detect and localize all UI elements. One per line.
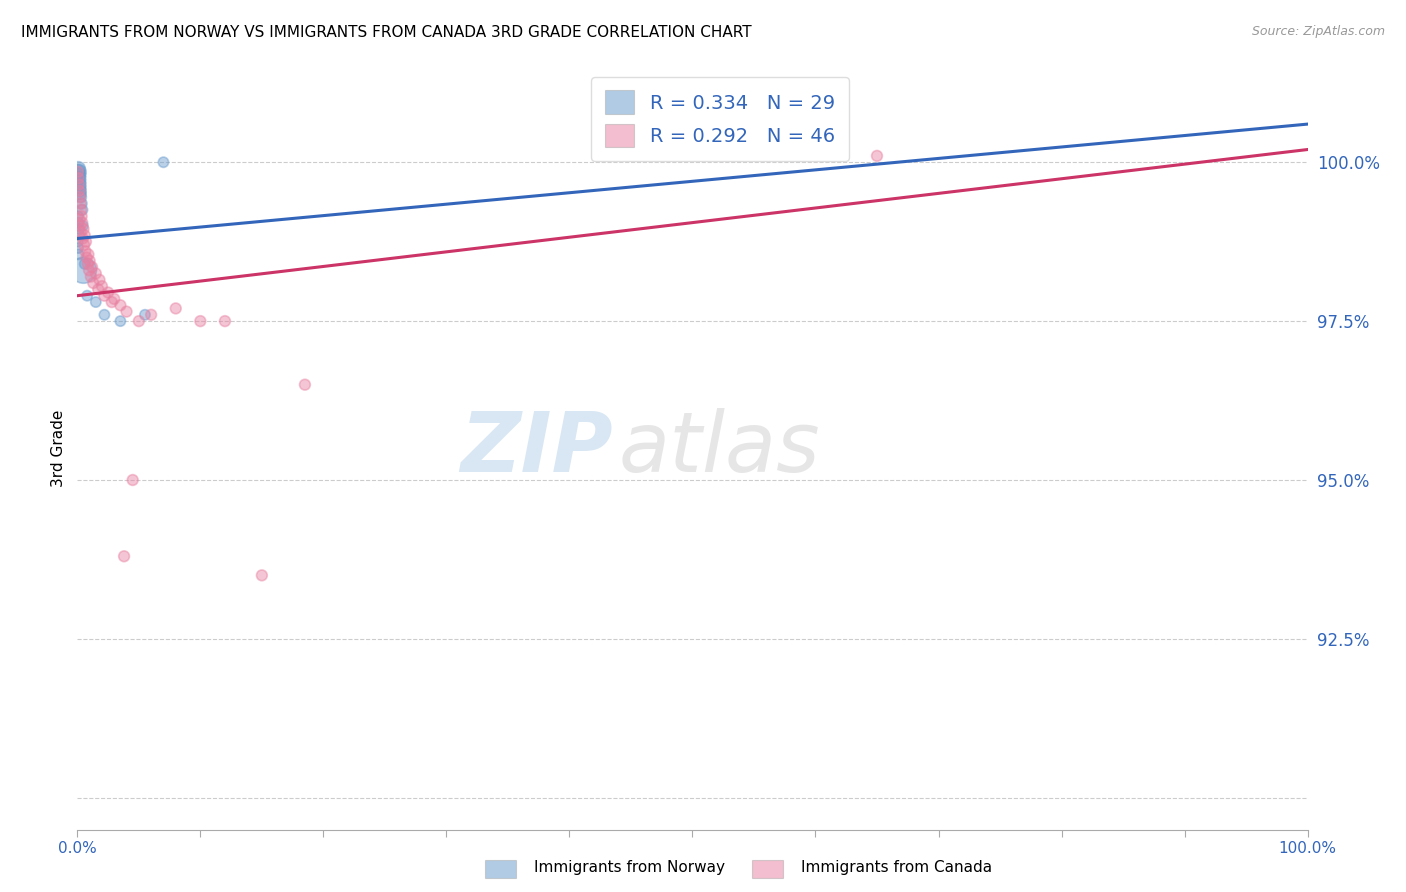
Point — [79, 253, 101, 268]
Point — [69, 212, 91, 227]
Point — [69, 174, 91, 188]
Point — [69, 219, 91, 233]
Point — [67, 168, 90, 182]
Point — [82, 260, 104, 274]
Point — [67, 209, 90, 223]
Point — [69, 178, 91, 192]
Text: Source: ZipAtlas.com: Source: ZipAtlas.com — [1251, 25, 1385, 38]
Point — [70, 202, 93, 217]
Point — [72, 219, 94, 233]
Point — [67, 247, 90, 261]
Point — [76, 289, 98, 303]
Point — [82, 276, 104, 290]
Point — [67, 171, 90, 186]
Point — [188, 314, 212, 328]
Text: atlas: atlas — [619, 408, 820, 489]
Point — [84, 267, 107, 281]
Point — [77, 263, 100, 277]
Point — [69, 190, 91, 204]
Point — [70, 216, 93, 230]
Point — [121, 473, 143, 487]
Point — [66, 165, 89, 179]
Point — [67, 216, 90, 230]
Point — [67, 178, 90, 192]
Point — [67, 241, 90, 255]
Point — [70, 209, 93, 223]
Point — [103, 292, 125, 306]
Point — [69, 187, 91, 202]
Point — [80, 269, 103, 284]
Legend: R = 0.334   N = 29, R = 0.292   N = 46: R = 0.334 N = 29, R = 0.292 N = 46 — [592, 77, 849, 161]
Point — [112, 549, 135, 564]
Point — [93, 289, 115, 303]
Point — [67, 171, 90, 186]
Point — [69, 196, 91, 211]
Point — [66, 235, 89, 249]
Point — [69, 180, 91, 194]
Text: Immigrants from Canada: Immigrants from Canada — [801, 860, 993, 874]
Point — [128, 314, 150, 328]
Point — [77, 247, 100, 261]
Point — [134, 308, 156, 322]
Point — [110, 298, 132, 312]
Point — [250, 568, 273, 582]
Point — [73, 238, 96, 252]
Point — [70, 190, 93, 204]
Point — [101, 295, 124, 310]
Point — [67, 228, 90, 243]
Point — [67, 165, 90, 179]
Point — [72, 231, 94, 245]
Point — [294, 377, 316, 392]
Point — [70, 202, 93, 217]
Point — [67, 161, 90, 176]
Point — [87, 282, 110, 296]
Point — [84, 295, 107, 310]
Point — [89, 273, 111, 287]
Point — [115, 304, 138, 318]
Point — [110, 314, 132, 328]
Point — [76, 257, 98, 271]
Point — [90, 279, 114, 293]
Point — [67, 222, 90, 236]
Point — [165, 301, 187, 316]
Point — [93, 308, 115, 322]
Point — [72, 263, 94, 277]
Point — [73, 257, 96, 271]
Y-axis label: 3rd Grade: 3rd Grade — [51, 409, 66, 487]
Point — [152, 155, 174, 169]
Point — [73, 228, 96, 243]
Text: Immigrants from Norway: Immigrants from Norway — [534, 860, 725, 874]
Point — [69, 225, 91, 239]
Point — [70, 196, 93, 211]
Point — [72, 222, 94, 236]
Point — [76, 251, 98, 265]
Point — [214, 314, 236, 328]
Point — [866, 149, 889, 163]
Point — [75, 235, 97, 249]
Point — [97, 285, 120, 300]
Text: ZIP: ZIP — [460, 408, 613, 489]
Point — [69, 184, 91, 198]
Point — [75, 244, 97, 259]
Point — [66, 165, 89, 179]
Point — [67, 184, 90, 198]
Text: IMMIGRANTS FROM NORWAY VS IMMIGRANTS FROM CANADA 3RD GRADE CORRELATION CHART: IMMIGRANTS FROM NORWAY VS IMMIGRANTS FRO… — [21, 25, 752, 40]
Point — [141, 308, 163, 322]
